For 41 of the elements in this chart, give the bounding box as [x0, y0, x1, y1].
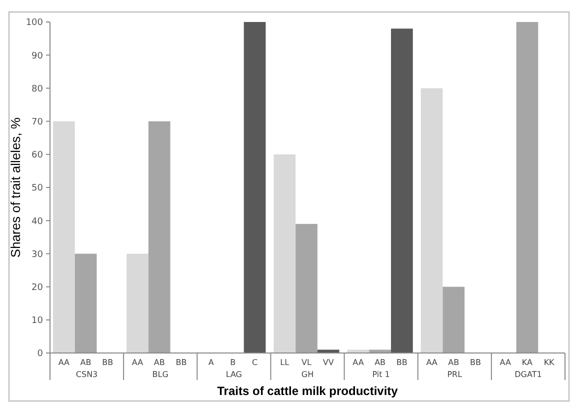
x-tick-label: BB	[102, 358, 114, 367]
y-tick-label: 60	[32, 150, 44, 161]
x-tick-label: AB	[448, 358, 460, 367]
text: CSN3	[76, 370, 98, 379]
x-tick-label: AB	[374, 358, 386, 367]
text: LAG	[226, 370, 242, 379]
x-tick-label: BB	[176, 358, 187, 367]
y-tick-label: 40	[32, 216, 44, 227]
text: Pit 1	[372, 370, 390, 379]
text: PRL	[447, 370, 463, 379]
x-tick-label: BB	[470, 358, 481, 367]
y-tick-label: 50	[32, 184, 44, 194]
x-tick-label: VV	[322, 358, 334, 367]
x-tick-label: AA	[500, 358, 512, 367]
x-tick-label: KA	[522, 358, 534, 367]
x-tick-label: B	[230, 358, 236, 367]
y-tick-label: 100	[26, 18, 44, 28]
x-tick-label: AA	[132, 358, 144, 367]
y-tick-label: 80	[32, 84, 44, 94]
y-tick-label: 20	[32, 282, 44, 293]
x-tick-label: AA	[352, 358, 364, 367]
x-tick-label: LL	[280, 358, 290, 367]
y-axis-title: Shares of trait alleles, %	[8, 116, 23, 258]
x-tick-label: KK	[544, 358, 556, 367]
text: DGAT1	[514, 370, 542, 379]
text: BLG	[152, 370, 168, 379]
x-tick-label: AA	[426, 358, 438, 367]
x-tick-label: BB	[396, 358, 408, 367]
y-tick-label: 0	[37, 349, 44, 360]
x-tick-label: C	[252, 358, 258, 367]
x-tick-label: AB	[80, 358, 92, 367]
x-tick-label: AB	[154, 358, 165, 367]
x-tick-label: A	[208, 358, 214, 367]
text: GH	[301, 370, 314, 379]
y-tick-label: 90	[32, 51, 44, 62]
y-tick-label: 10	[32, 316, 44, 326]
x-tick-label: VL	[302, 358, 312, 367]
x-axis-title: Traits of cattle milk productivity	[217, 384, 398, 398]
y-tick-label: 70	[32, 117, 44, 128]
x-tick-label: AA	[58, 358, 70, 367]
y-tick-label: 30	[32, 250, 44, 260]
